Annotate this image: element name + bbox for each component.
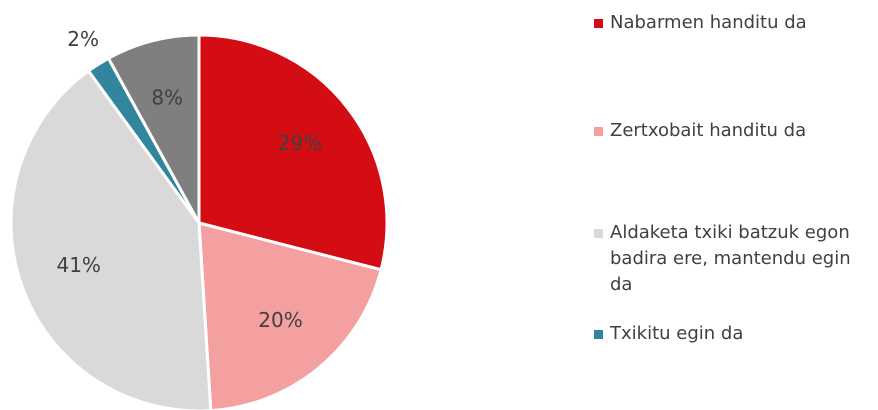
chart: 29% 20% 41% 2% 8% [9,27,389,410]
legend-label: Nabarmen handitu da [610,12,807,33]
legend-swatch [594,229,603,238]
data-label: 8% [151,86,183,110]
legend-label: Txikitu egin da [610,323,744,344]
pie-slice [106,33,201,224]
legend-label: Aldaketa txiki batzuk egon badira ere, m… [610,222,851,295]
data-label: 20% [258,308,302,332]
legend-swatch [594,330,603,339]
pie-slice [197,221,383,410]
data-label: 2% [67,27,99,51]
legend-item: Aldaketa txiki batzuk egon badira ere, m… [594,220,874,298]
legend-swatch [594,127,603,136]
legend-item: Zertxobait handitu da [594,118,874,144]
data-label: 41% [56,253,100,277]
legend-swatch [594,19,603,28]
pie-slice [197,33,389,272]
legend-item: Txikitu egin da [594,321,874,347]
legend-item: Nabarmen handitu da [594,10,874,36]
data-label: 29% [278,131,322,155]
pie-slice [9,68,213,410]
legend-label: Zertxobait handitu da [610,120,807,141]
